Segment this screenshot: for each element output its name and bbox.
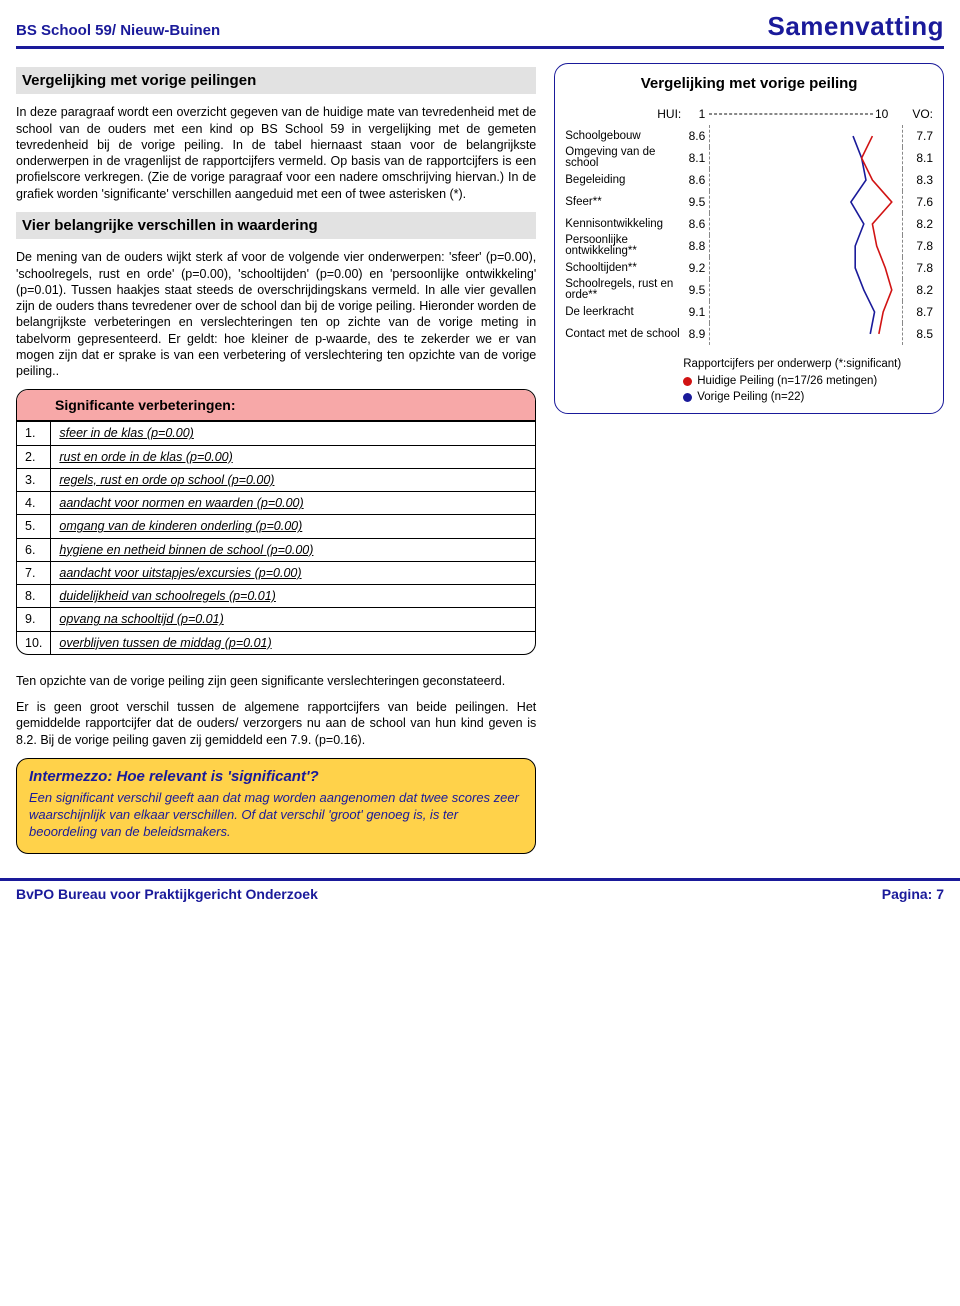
table-row: 9.opvang na schooltijd (p=0.01)	[17, 608, 535, 631]
chart-title: Vergelijking met vorige peiling	[565, 74, 933, 94]
section-heading-1: Vergelijking met vorige peilingen	[16, 67, 536, 95]
legend-dot-vo	[683, 393, 692, 402]
table-row: 5.omgang van de kinderen onderling (p=0.…	[17, 515, 535, 538]
legend-vo: Vorige Peiling (n=22)	[697, 390, 804, 405]
table-row: 2.rust en orde in de klas (p=0.00)	[17, 445, 535, 468]
chart-row: Kennisontwikkeling8.68.2	[565, 213, 933, 235]
chart-row: Contact met de school8.98.5	[565, 323, 933, 345]
table-row: 7.aandacht voor uitstapjes/excursies (p=…	[17, 561, 535, 584]
legend-dot-hui	[683, 377, 692, 386]
table-row: 8.duidelijkheid van schoolregels (p=0.01…	[17, 585, 535, 608]
chart-row: Schoolregels, rust en orde**9.58.2	[565, 279, 933, 301]
chart-row: Omgeving van de school8.18.1	[565, 147, 933, 169]
table-row: 3.regels, rust en orde op school (p=0.00…	[17, 468, 535, 491]
section-heading-2: Vier belangrijke verschillen in waarderi…	[16, 212, 536, 240]
chart-row: Schoolgebouw8.67.7	[565, 125, 933, 147]
left-column: Vergelijking met vorige peilingen In dez…	[16, 63, 536, 854]
paragraph-4: Er is geen groot verschil tussen de alge…	[16, 699, 536, 748]
chart-row: Schooltijden**9.27.8	[565, 257, 933, 279]
table-row: 1.sfeer in de klas (p=0.00)	[17, 422, 535, 445]
header-left: BS School 59/ Nieuw-Buinen	[16, 21, 220, 41]
footer-left: BvPO Bureau voor Praktijkgericht Onderzo…	[16, 885, 318, 903]
intermezzo-box: Intermezzo: Hoe relevant is 'significant…	[16, 758, 536, 854]
chart-row: De leerkracht9.18.7	[565, 301, 933, 323]
paragraph-1: In deze paragraaf wordt een overzicht ge…	[16, 104, 536, 202]
chart-axis-top: HUI: 1 10 VO:	[565, 103, 933, 125]
table-row: 4.aandacht voor normen en waarden (p=0.0…	[17, 492, 535, 515]
header-bar: BS School 59/ Nieuw-Buinen Samenvatting	[16, 10, 944, 49]
legend-hui: Huidige Peiling (n=17/26 metingen)	[697, 374, 877, 389]
paragraph-3: Ten opzichte van de vorige peiling zijn …	[16, 673, 536, 689]
table-row: 6.hygiene en netheid binnen de school (p…	[17, 538, 535, 561]
intermezzo-body: Een significant verschil geeft aan dat m…	[29, 790, 523, 841]
footer-right: Pagina: 7	[882, 885, 944, 903]
improvements-table: Significante verbeteringen: 1.sfeer in d…	[16, 389, 536, 655]
chart-legend: Rapportcijfers per onderwerp (*:signific…	[565, 357, 933, 405]
paragraph-2: De mening van de ouders wijkt sterk af v…	[16, 249, 536, 379]
intermezzo-heading: Intermezzo: Hoe relevant is 'significant…	[29, 767, 523, 787]
chart-row: Sfeer**9.57.6	[565, 191, 933, 213]
header-right: Samenvatting	[768, 10, 945, 44]
footer-bar: BvPO Bureau voor Praktijkgericht Onderzo…	[0, 878, 960, 913]
table-row: 10.overblijven tussen de middag (p=0.01)	[17, 631, 535, 654]
comparison-chart: Vergelijking met vorige peiling HUI: 1 1…	[554, 63, 944, 414]
improvements-table-header: Significante verbeteringen:	[17, 390, 535, 421]
chart-row: Persoonlijke ontwikkeling**8.87.8	[565, 235, 933, 257]
chart-row: Begeleiding8.68.3	[565, 169, 933, 191]
legend-title: Rapportcijfers per onderwerp (*:signific…	[683, 357, 933, 372]
